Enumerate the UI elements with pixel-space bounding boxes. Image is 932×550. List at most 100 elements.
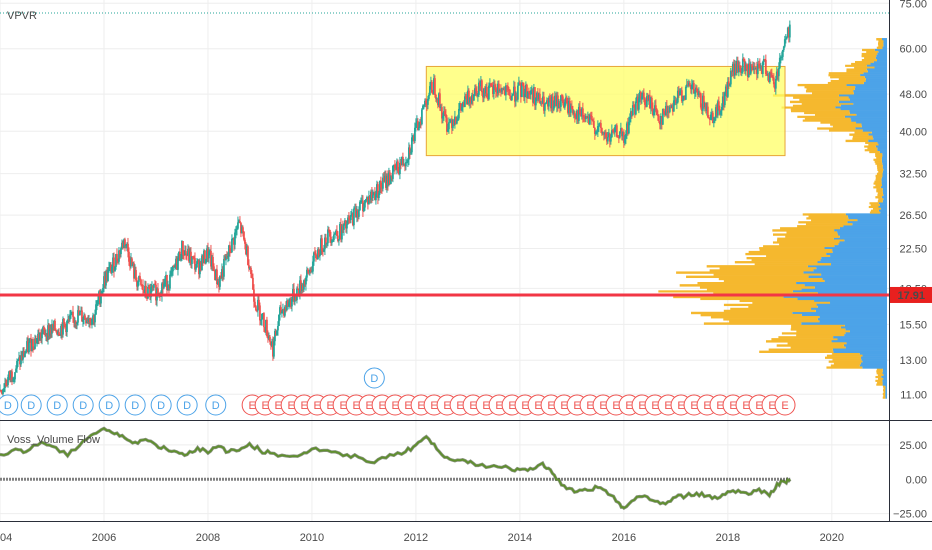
candle-body (632, 105, 635, 108)
candle-body (263, 313, 265, 328)
dividend-marker-circle[interactable] (150, 394, 172, 416)
candle-body (688, 82, 691, 87)
candle-body (162, 283, 164, 288)
candle-body (774, 79, 777, 89)
price-axis[interactable]: 75.0060.0048.0040.0032.5026.5022.5018.50… (890, 0, 932, 401)
candle-body (199, 262, 201, 275)
candle-body (754, 67, 757, 69)
candle-body (286, 300, 288, 310)
volume-profile-up-bar (745, 252, 827, 256)
indicator-axis[interactable]: 25.00 0.00 −25.00 (893, 440, 927, 521)
dividend-marker-circle[interactable] (205, 394, 227, 416)
volume-profile-down-bar (860, 74, 887, 77)
candle-body (566, 103, 569, 113)
candle-body (327, 229, 329, 244)
volume-profile-up-bar (870, 209, 879, 212)
volume-profile-up-bar (792, 104, 841, 107)
volume-profile-down-bar (845, 213, 887, 216)
candle-body (108, 267, 110, 271)
range-box[interactable] (425, 65, 786, 157)
candle-body (729, 70, 732, 85)
volume-profile-down-bar (881, 180, 887, 183)
candle-body (713, 118, 716, 122)
dividend-marker-circle[interactable] (124, 394, 146, 416)
candle-body (367, 197, 369, 205)
dividend-marker-label: D (131, 400, 139, 412)
volume-profile-down-bar (882, 164, 887, 167)
volume-profile-up-bar (825, 356, 861, 359)
candle-body (509, 95, 512, 100)
candle-body (582, 116, 585, 118)
earnings-marker-circle[interactable] (774, 394, 796, 416)
candle-body (549, 100, 552, 109)
volume-profile-down-bar (797, 297, 887, 301)
candle-body (277, 325, 279, 331)
dividend-marker-circle[interactable] (98, 394, 120, 416)
candle-body (243, 231, 245, 240)
volume-profile-up-bar (826, 354, 863, 357)
candle-body (31, 339, 33, 352)
candle-body (739, 68, 742, 73)
candle-body (80, 310, 82, 312)
candle-body (525, 84, 528, 99)
candle-body (384, 175, 386, 182)
candle-body (634, 101, 637, 115)
candle-body (135, 270, 137, 281)
candle-body (393, 164, 395, 166)
candle-body (429, 86, 431, 96)
candle-body (310, 269, 312, 272)
volume-profile-down-bar (881, 182, 887, 185)
candle-body (35, 338, 37, 344)
candle-body (595, 131, 598, 133)
candle-body (700, 107, 703, 111)
volume-profile-up-bar (748, 250, 833, 254)
candle-body (459, 103, 462, 111)
candle-body (491, 86, 494, 94)
volume-profile-up-bar (797, 83, 847, 87)
candle-body (541, 96, 544, 103)
candle-body (456, 118, 459, 121)
candle-body (578, 106, 581, 114)
volume-profile-down-bar (849, 330, 887, 333)
volume-profile-up-bar (690, 311, 793, 315)
candle-body (450, 120, 453, 129)
candle-body (131, 258, 133, 266)
candle-body (590, 116, 593, 121)
volume-profile-down-bar (824, 279, 887, 283)
candle-body (552, 105, 555, 110)
dividend-marker-label: D (79, 400, 87, 412)
candle-body (95, 304, 97, 315)
candle-body (400, 162, 402, 166)
candle-body (12, 379, 14, 381)
main-pane-title: VPVR (7, 10, 37, 22)
volume-profile-up-bar (811, 219, 858, 222)
volume-profile-up-bar (876, 164, 883, 167)
dividend-marker-circle[interactable] (72, 394, 94, 416)
candle-body (765, 73, 768, 76)
dividend-marker-circle[interactable] (363, 367, 385, 389)
volume-profile-down-bar (882, 188, 887, 191)
candle-body (482, 88, 485, 98)
candle-body (92, 315, 94, 320)
earnings-marker-label: E (521, 400, 528, 412)
dividend-marker-circle[interactable] (0, 394, 19, 416)
time-axis[interactable]: 2004 2006 2008 2010 2012 2014 2016 2018 2020 (0, 532, 844, 544)
candle-body (515, 96, 518, 100)
candle-body (733, 63, 736, 76)
range-box-rect[interactable] (425, 65, 786, 157)
volume-profile (658, 38, 887, 399)
candle-body (150, 287, 152, 298)
earnings-marker-label: E (404, 400, 411, 412)
candle-body (190, 251, 192, 265)
dividend-marker-circle[interactable] (176, 394, 198, 416)
volume-profile-down-bar (878, 143, 887, 146)
volume-profile-up-bar (882, 392, 886, 396)
candle-body (339, 223, 341, 240)
dividend-marker-circle[interactable] (20, 394, 42, 416)
candle-body (49, 329, 51, 336)
volume-profile-up-bar (875, 196, 882, 199)
candle-body (180, 259, 182, 261)
volume-profile-down-bar (877, 58, 887, 62)
dividend-marker-circle[interactable] (46, 394, 68, 416)
candle-body (556, 95, 559, 109)
